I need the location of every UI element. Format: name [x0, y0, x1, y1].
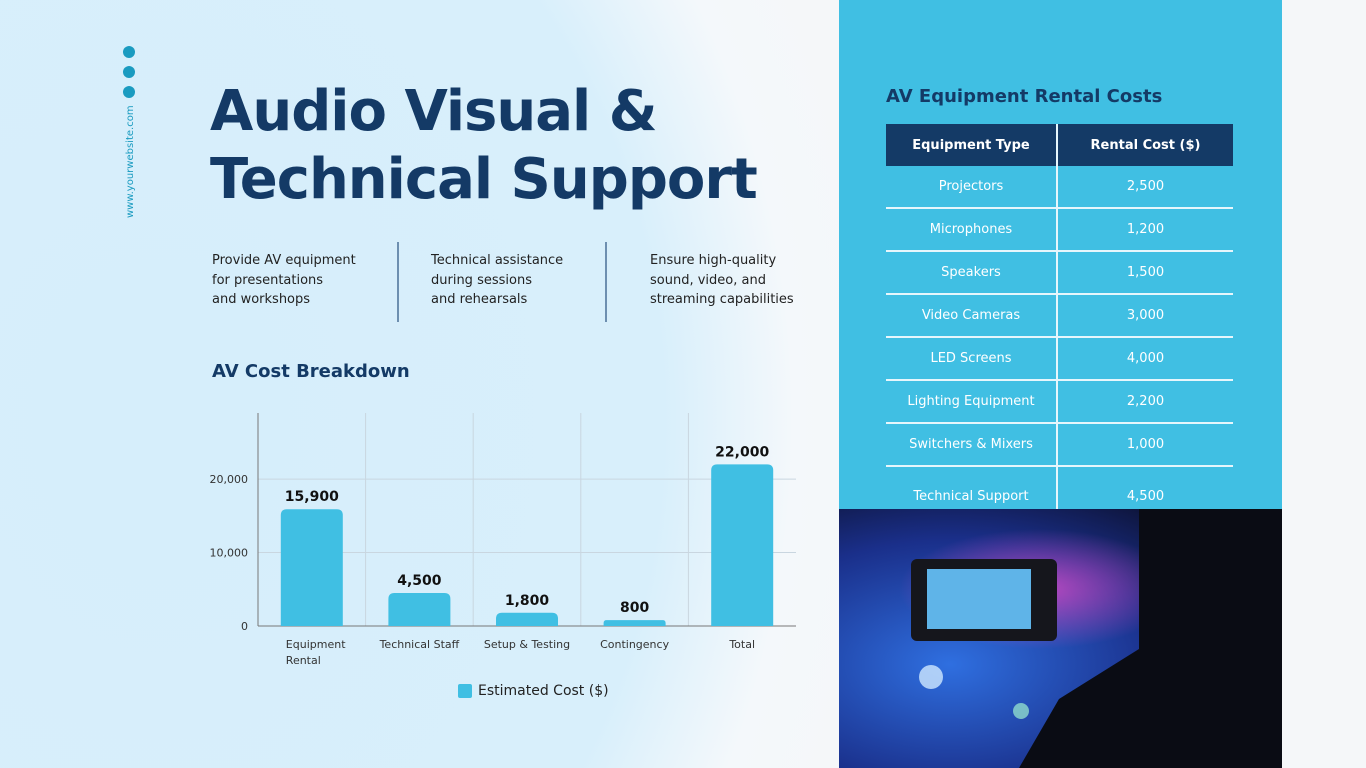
- table-cell: LED Screens: [886, 337, 1058, 381]
- title-line: Technical Support: [210, 147, 758, 212]
- bar: [280, 509, 343, 626]
- table-header: Rental Cost ($): [1057, 124, 1233, 166]
- table-header: Equipment Type: [886, 124, 1058, 166]
- bar: [603, 620, 666, 626]
- table-cell: Lighting Equipment: [886, 380, 1058, 424]
- table-title: AV Equipment Rental Costs: [886, 86, 1163, 107]
- table: Equipment Type Rental Cost ($) Projectors…: [886, 124, 1233, 525]
- table-row: LED Screens 4,000: [886, 337, 1233, 381]
- table-cell: Switchers & Mixers: [886, 423, 1058, 467]
- table-cell: 2,500: [1057, 166, 1233, 209]
- table-cell: Speakers: [886, 251, 1058, 295]
- chart-title: AV Cost Breakdown: [212, 361, 410, 382]
- table-row: Lighting Equipment 2,200: [886, 380, 1233, 424]
- legend-swatch: [458, 684, 472, 698]
- table-cell: 2,200: [1057, 380, 1233, 424]
- y-tick-label: 0: [241, 620, 248, 633]
- table-cell: 4,000: [1057, 337, 1233, 381]
- data-label: 15,900: [285, 489, 339, 505]
- table-row: Video Cameras 3,000: [886, 294, 1233, 338]
- feature: Technical assistance during sessions and r…: [431, 251, 563, 310]
- feature-line: streaming capabilities: [650, 292, 794, 307]
- feature-line: and workshops: [212, 292, 311, 307]
- feature-line: Ensure high-quality: [650, 253, 777, 268]
- divider: [605, 242, 607, 322]
- feature: Ensure high-quality sound, video, and stre…: [650, 251, 794, 310]
- feature-line: and rehearsals: [431, 292, 528, 307]
- y-tick-label: 10,000: [210, 547, 249, 560]
- table-cell: 4,500: [1126, 488, 1165, 504]
- chart: 0 10,000 20,000 15,900 4,500 1,800 800 22,000: [210, 413, 796, 633]
- x-tick-label: Contingency: [600, 638, 670, 651]
- table-cell: 3,000: [1057, 294, 1233, 338]
- table-row: Switchers & Mixers 1,000: [886, 423, 1233, 467]
- data-label: 800: [620, 600, 649, 616]
- table-row: Microphones 1,200: [886, 208, 1233, 252]
- title-line: Audio Visual &: [210, 79, 658, 144]
- website: www.yourwebsite.com: [125, 105, 136, 218]
- table-row: Projectors 2,500: [886, 166, 1233, 209]
- table-cell: Microphones: [886, 208, 1058, 252]
- feature-line: sound, video, and: [650, 272, 766, 288]
- x-tick-label: Setup & Testing: [483, 638, 571, 651]
- data-label: 22,000: [715, 444, 769, 460]
- feature: Provide AV equipment for presentations and…: [212, 251, 356, 310]
- bar: [711, 464, 774, 626]
- decor: www.yourwebsite.com: [123, 46, 136, 218]
- table-cell: Projectors: [886, 166, 1058, 209]
- feature-line: during sessions: [431, 272, 532, 288]
- table-cell: Video Cameras: [886, 294, 1058, 338]
- bar: [388, 592, 451, 626]
- table-cell: 1,200: [1057, 208, 1233, 252]
- feature-line: Provide AV equipment: [212, 253, 356, 268]
- bar: [496, 612, 558, 626]
- y-tick-label: 20,000: [210, 473, 249, 486]
- table-row: Speakers 1,500: [886, 251, 1233, 295]
- title: Audio Visual & Technical Support: [210, 78, 758, 214]
- feature-line: for presentations: [212, 272, 324, 288]
- data-label: 1,800: [505, 593, 550, 609]
- x-tick-label: Technical Staff: [379, 638, 460, 651]
- table-cell: 1,500: [1057, 251, 1233, 295]
- divider: [397, 242, 399, 322]
- legend-label: Estimated Cost ($): [478, 683, 609, 699]
- feature-line: Technical assistance: [431, 253, 564, 268]
- x-tick-label: Equipment Rental: [285, 638, 346, 667]
- photo: [839, 509, 1282, 768]
- data-label: 4,500: [397, 573, 442, 589]
- table-cell: 1,000: [1057, 423, 1233, 467]
- x-tick-label: Total: [729, 638, 756, 651]
